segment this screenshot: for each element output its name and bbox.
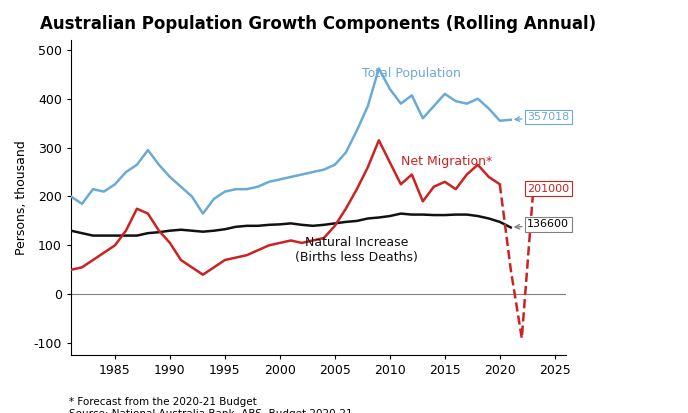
Text: Total Population: Total Population [363,67,461,80]
Text: 357018: 357018 [515,112,570,122]
Text: 201000: 201000 [527,184,570,194]
Title: Australian Population Growth Components (Rolling Annual): Australian Population Growth Components … [41,15,596,33]
Text: Net Migration*: Net Migration* [401,155,492,168]
Y-axis label: Persons, thousand: Persons, thousand [15,140,28,255]
Text: Natural Increase
(Births less Deaths): Natural Increase (Births less Deaths) [295,236,418,264]
Text: 136600: 136600 [515,219,569,230]
Text: * Forecast from the 2020-21 Budget: * Forecast from the 2020-21 Budget [69,397,257,407]
Text: Source: National Australia Bank, ABS, Budget 2020-21: Source: National Australia Bank, ABS, Bu… [69,409,352,413]
